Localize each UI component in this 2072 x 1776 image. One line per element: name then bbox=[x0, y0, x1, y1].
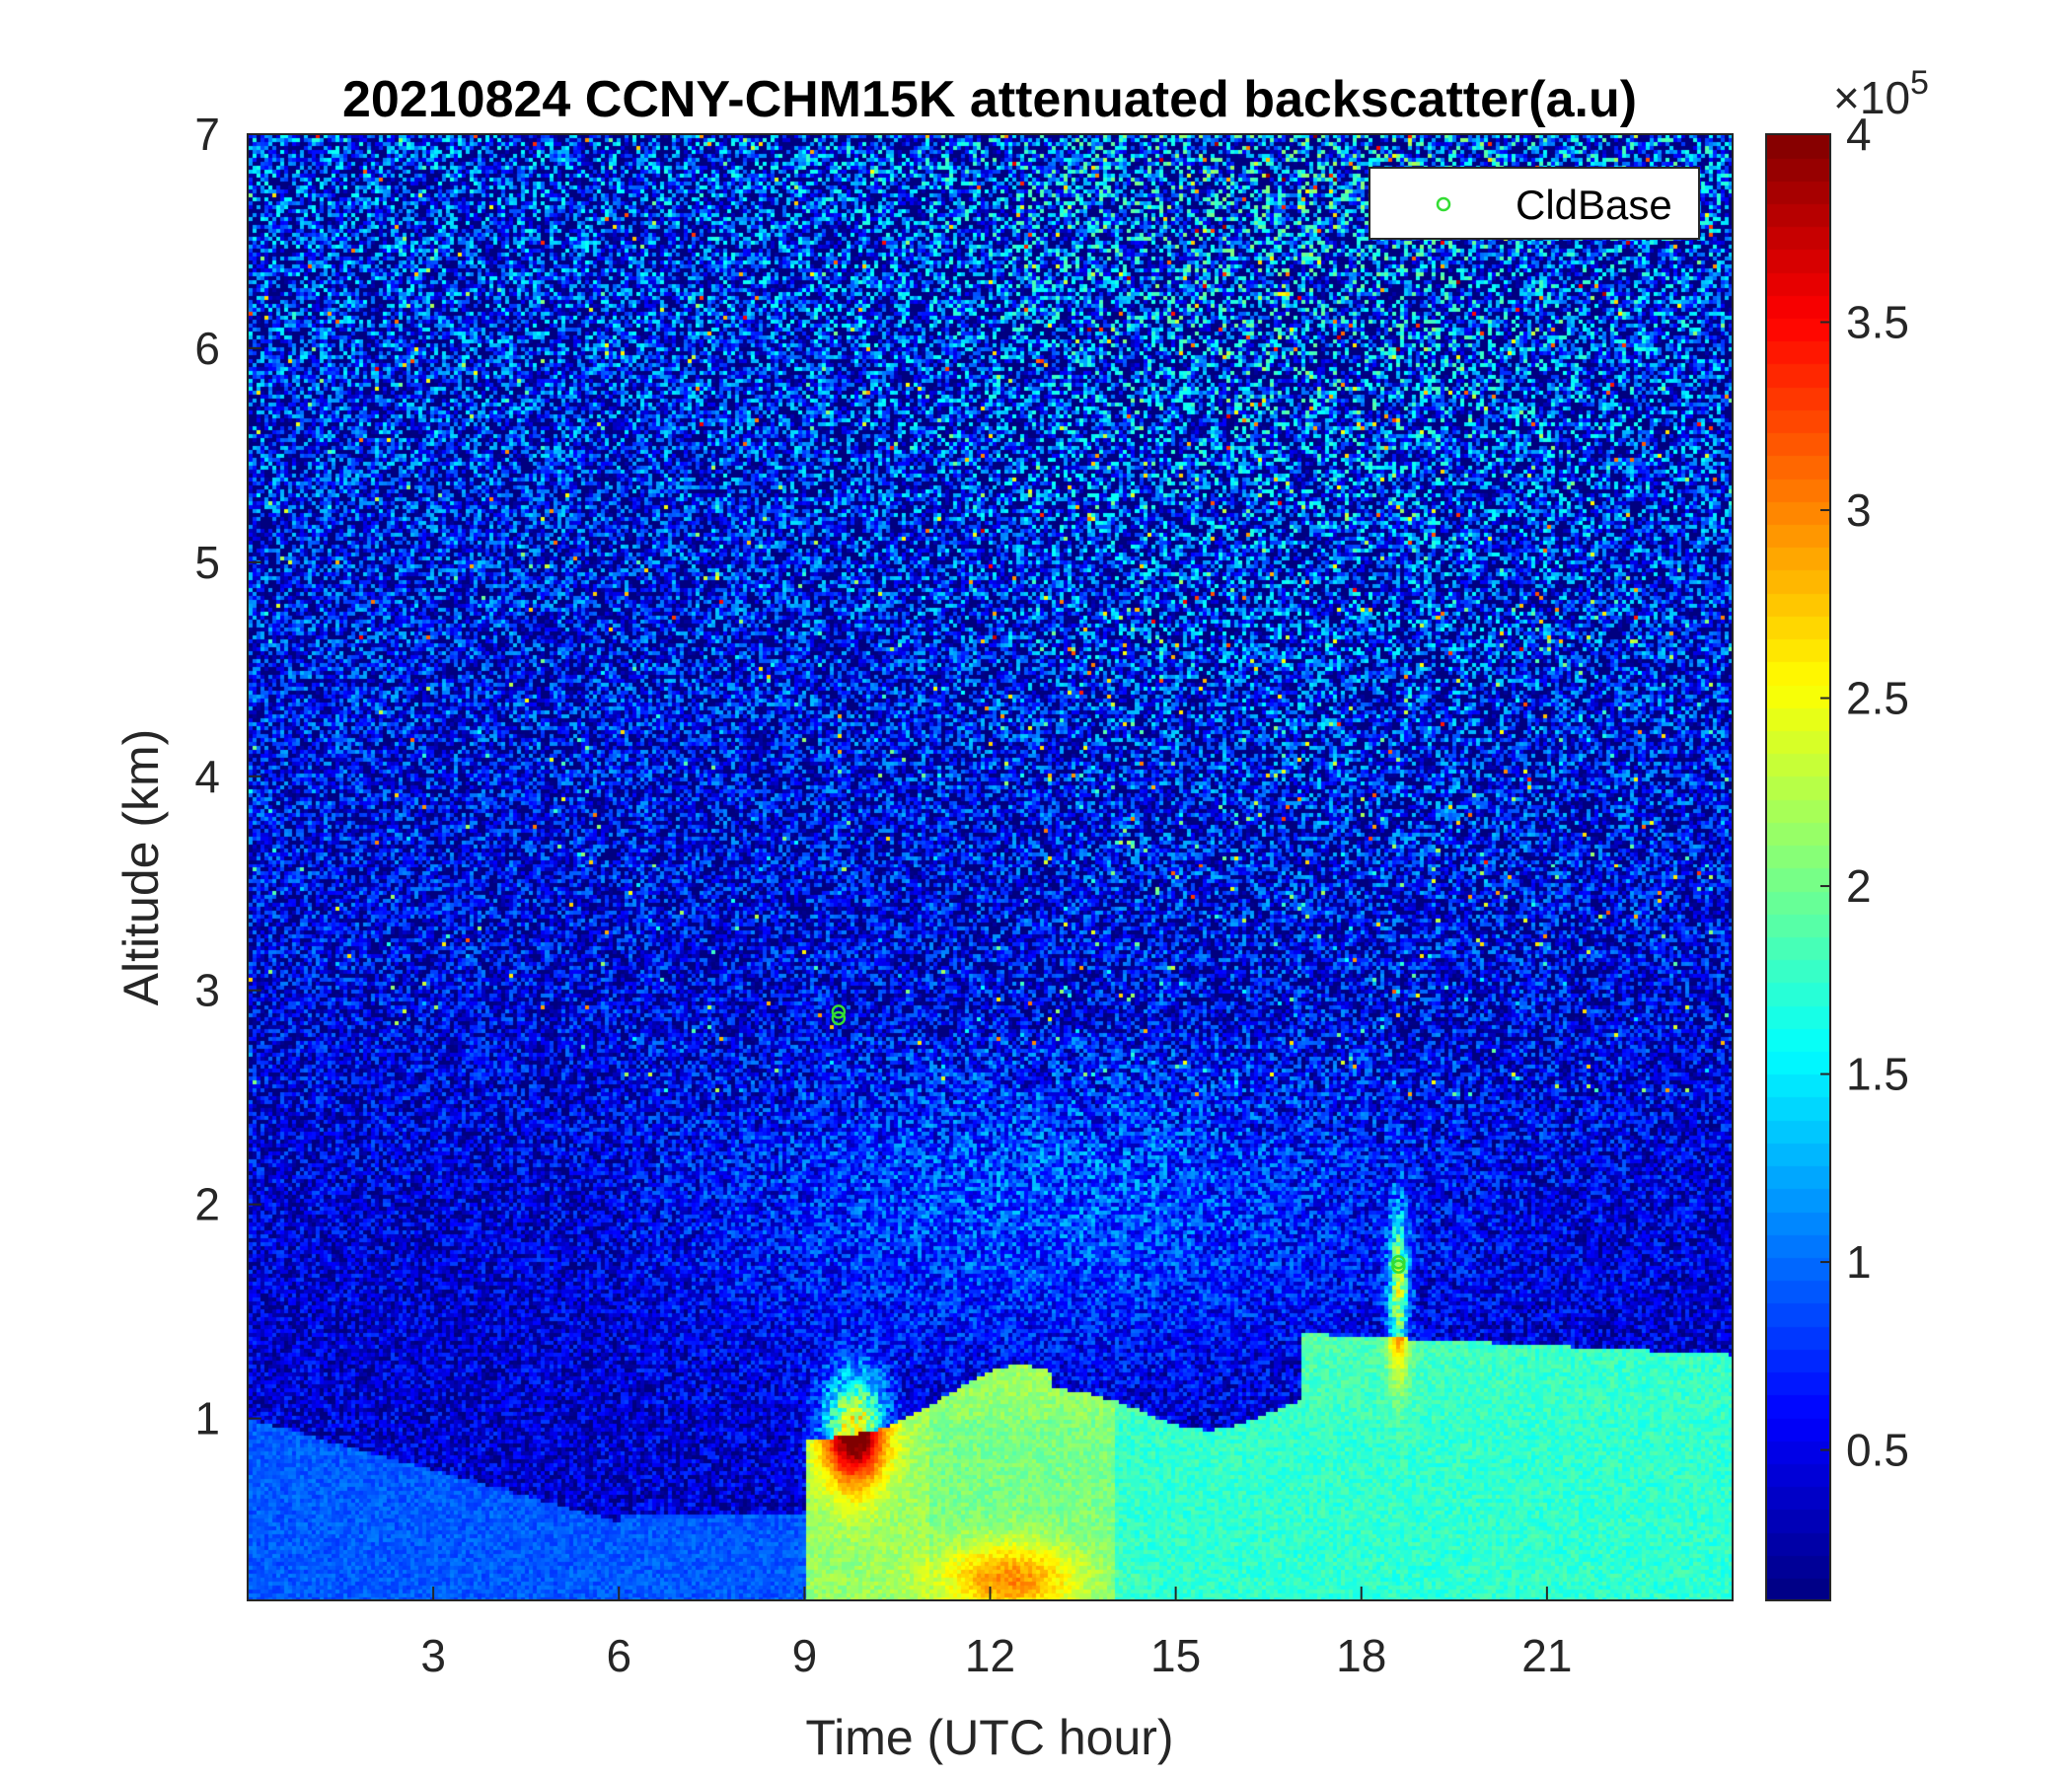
colorbar-border bbox=[1765, 133, 1831, 1601]
legend-box bbox=[1369, 167, 1700, 240]
y-tick-label: 5 bbox=[194, 537, 220, 588]
cldbase-point bbox=[831, 1004, 847, 1019]
legend-label-cldbase: CldBase bbox=[1516, 182, 1672, 228]
y-tick-label: 2 bbox=[194, 1179, 220, 1230]
x-axis: 3 6 9 12 15 18 21 bbox=[420, 1587, 1572, 1681]
colorbar-multiplier: ×105 bbox=[1833, 64, 1929, 123]
x-tick-label: 6 bbox=[606, 1630, 631, 1681]
x-tick-label: 9 bbox=[792, 1630, 818, 1681]
x-tick-label: 15 bbox=[1150, 1630, 1201, 1681]
cldbase-point bbox=[1391, 1254, 1406, 1270]
cldbase-points bbox=[831, 1004, 1406, 1274]
y-tick-label: 6 bbox=[194, 323, 220, 374]
colorbar-multiplier-exponent: 5 bbox=[1910, 64, 1929, 102]
legend-marker-cldbase bbox=[1436, 196, 1451, 212]
y-axis-label: Altitude (km) bbox=[113, 729, 169, 1006]
y-tick-label: 1 bbox=[194, 1393, 220, 1444]
y-tick-label: 3 bbox=[194, 965, 220, 1016]
cldbase-point bbox=[1391, 1259, 1406, 1274]
colorbar-multiplier-base: ×10 bbox=[1833, 72, 1910, 123]
plot-frame bbox=[247, 133, 1831, 1601]
colorbar-tick-label: 1.5 bbox=[1846, 1049, 1909, 1100]
x-tick-label: 21 bbox=[1521, 1630, 1572, 1681]
chart-title: 20210824 CCNY-CHM15K attenuated backscat… bbox=[342, 71, 1637, 128]
y-tick-label: 4 bbox=[194, 751, 220, 802]
cldbase-point bbox=[831, 1010, 847, 1026]
colorbar-tick-label: 2 bbox=[1846, 860, 1872, 912]
y-axis: 1 2 3 4 5 6 7 bbox=[194, 109, 261, 1444]
backscatter-heatmap bbox=[248, 134, 1733, 1600]
colorbar-tick-label: 1 bbox=[1846, 1236, 1872, 1288]
colorbar-tick-label: 2.5 bbox=[1846, 673, 1909, 724]
colorbar-tick-label: 3.5 bbox=[1846, 297, 1909, 348]
colorbar-tick-label: 0.5 bbox=[1846, 1425, 1909, 1476]
plot-border bbox=[247, 133, 1734, 1601]
colorbar-axis: 0.5 1 1.5 2 2.5 3 3.5 4 bbox=[1820, 109, 1909, 1476]
colorbar-tick-label: 3 bbox=[1846, 484, 1872, 536]
y-tick-label: 7 bbox=[194, 109, 220, 160]
colorbar-tick-label: 4 bbox=[1846, 109, 1872, 160]
x-tick-label: 12 bbox=[965, 1630, 1015, 1681]
legend: CldBase bbox=[1369, 167, 1700, 240]
colorbar-gradient bbox=[1766, 134, 1830, 1600]
x-tick-label: 18 bbox=[1336, 1630, 1386, 1681]
x-tick-label: 3 bbox=[420, 1630, 446, 1681]
x-axis-label: Time (UTC hour) bbox=[805, 1710, 1173, 1765]
